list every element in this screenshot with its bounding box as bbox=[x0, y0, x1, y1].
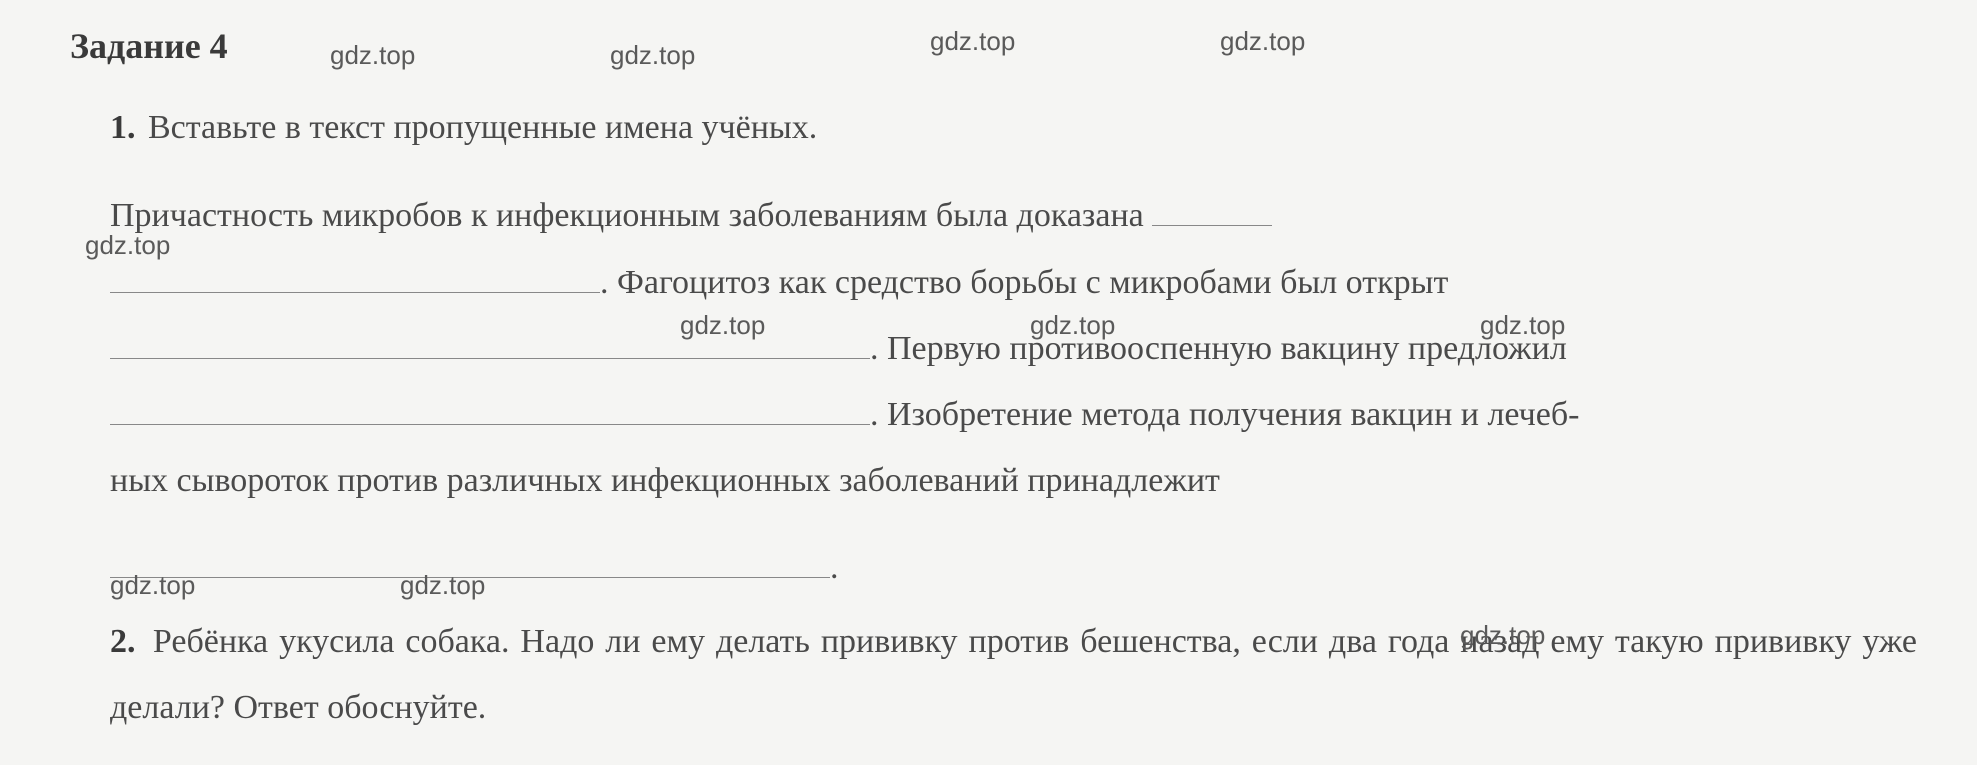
q1-text-6: . bbox=[830, 549, 839, 586]
q1-line1: Причастность микробов к инфекционным заб… bbox=[110, 183, 1917, 249]
blank-1a bbox=[1152, 192, 1272, 226]
q2-number: 2. bbox=[110, 623, 136, 660]
q2-body: Ребёнка укусила собака. Надо ли ему дела… bbox=[110, 623, 1917, 726]
q1-text-4: . Изобретение метода получения вакцин и … bbox=[870, 396, 1579, 433]
blank-4 bbox=[110, 544, 830, 578]
q2-text bbox=[142, 623, 153, 660]
q1-text-3: . Первую противооспенную вакцину предлож… bbox=[870, 330, 1567, 367]
q1-line4: . Изобретение метода получения вакцин и … bbox=[110, 382, 1917, 448]
q1-line3: . Первую противооспенную вакцину предлож… bbox=[110, 316, 1917, 382]
q1-number: 1. bbox=[110, 109, 136, 146]
q1-text-2: . Фагоцитоз как средство борьбы с микроб… bbox=[600, 264, 1448, 301]
q1-line6: . bbox=[110, 535, 1917, 601]
blank-3 bbox=[110, 391, 870, 425]
task-title: Задание 4 bbox=[70, 25, 1917, 67]
q1-text-1: Причастность микробов к инфекционным заб… bbox=[110, 197, 1152, 234]
blank-2 bbox=[110, 325, 870, 359]
blank-1b bbox=[110, 259, 600, 293]
q1-line2: . Фагоцитоз как средство борьбы с микроб… bbox=[110, 250, 1917, 316]
q1-text-5: ных сывороток против различных инфекцион… bbox=[110, 462, 1220, 499]
question-1: 1. Вставьте в текст пропущенные имена уч… bbox=[60, 95, 1917, 601]
q1-intro-text: Вставьте в текст пропущенные имена учёны… bbox=[148, 109, 817, 146]
q1-line5: ных сывороток против различных инфекцион… bbox=[110, 448, 1917, 514]
q1-intro bbox=[140, 109, 149, 146]
q1-intro-line: 1. Вставьте в текст пропущенные имена уч… bbox=[110, 95, 1917, 161]
question-2: 2. Ребёнка укусила собака. Надо ли ему д… bbox=[110, 609, 1917, 742]
